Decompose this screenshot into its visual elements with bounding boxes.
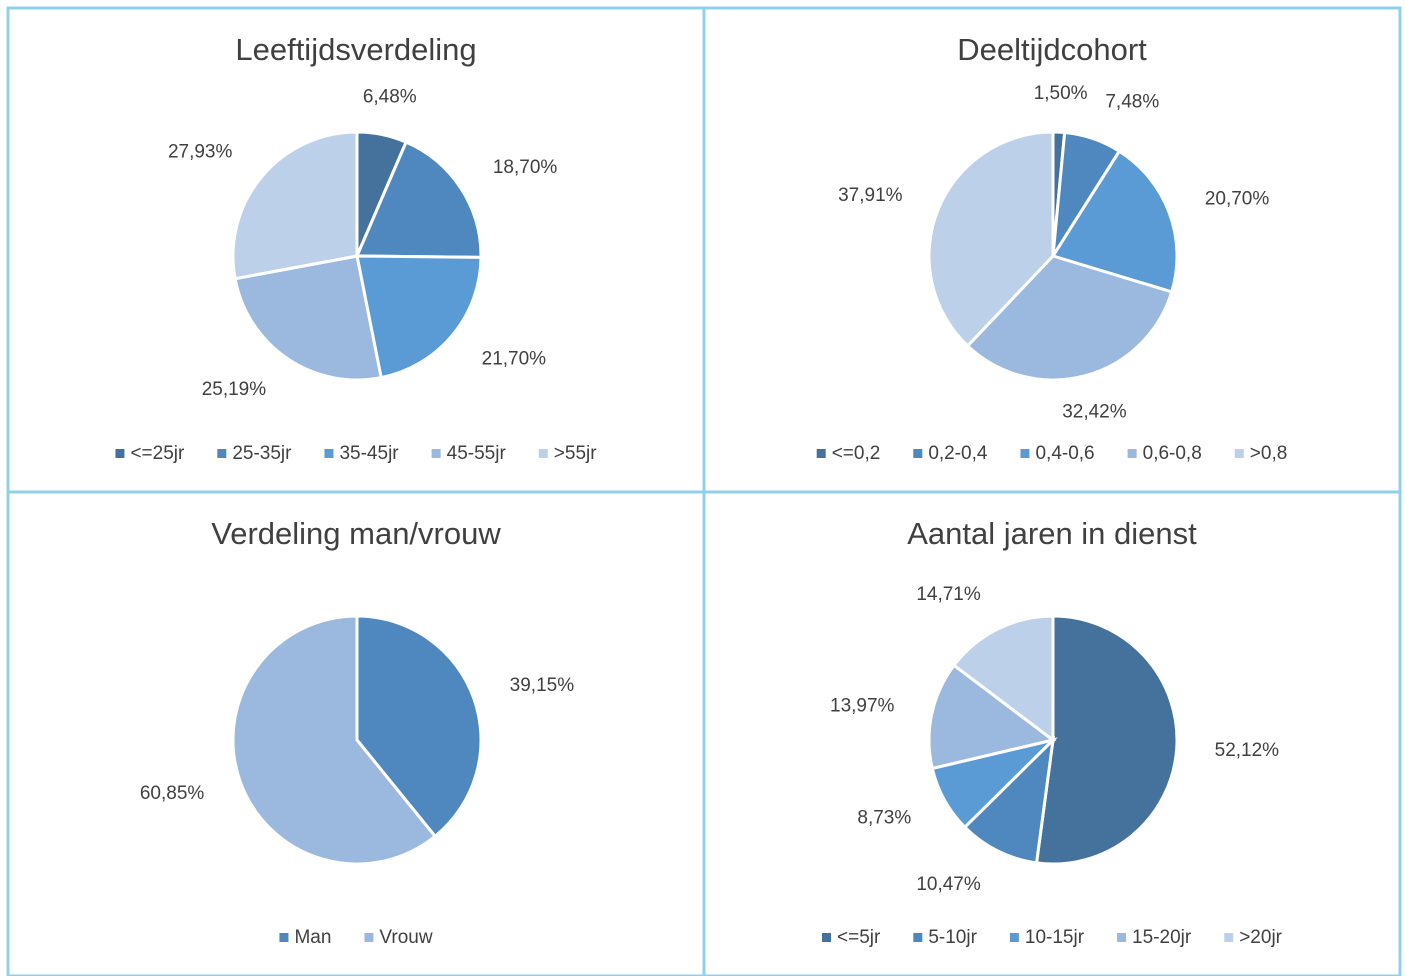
legend-label: 0,6-0,8 <box>1143 443 1202 464</box>
legend-swatch <box>913 933 923 942</box>
legend-label: 25-35jr <box>232 443 292 464</box>
pie-slice <box>951 614 1055 744</box>
legend-swatch <box>1234 449 1244 458</box>
legend: <=25jr 25-35jr 35-45jr 45-55jr >55jr <box>115 443 597 464</box>
legend-swatch <box>324 449 334 458</box>
legend-label: 35-45jr <box>339 443 399 464</box>
legend-label: 10-15jr <box>1025 927 1085 948</box>
legend-swatch <box>279 933 289 942</box>
data-label: 60,85% <box>140 783 205 804</box>
data-label: 7,48% <box>1105 92 1159 113</box>
legend: <=5jr 5-10jr 10-15jr 15-20jr >20jr <box>822 927 1283 948</box>
legend-label: >0,8 <box>1250 443 1288 464</box>
legend-label: 0,2-0,4 <box>928 443 988 464</box>
data-label: 14,71% <box>916 584 981 605</box>
legend-label: Vrouw <box>379 927 432 948</box>
legend-label: 45-55jr <box>447 443 507 464</box>
data-label: 18,70% <box>493 157 558 178</box>
pie-slice <box>355 614 483 839</box>
chart-title: Deeltijdcohort <box>957 32 1147 67</box>
data-label: 6,48% <box>363 86 417 107</box>
legend-swatch <box>364 933 374 942</box>
data-label: 20,70% <box>1205 188 1270 209</box>
data-label: 13,97% <box>830 696 895 717</box>
pie-slice <box>927 130 1055 349</box>
pie-slice <box>231 614 438 866</box>
chart-title: Aantal jaren in dienst <box>907 516 1197 551</box>
chart-title: Leeftijdsverdeling <box>235 32 476 67</box>
pie-slice <box>233 254 383 382</box>
data-label: 1,50% <box>1034 83 1088 104</box>
legend-swatch <box>1020 449 1030 458</box>
legend-label: >55jr <box>554 443 597 464</box>
pie-slice <box>927 663 1057 771</box>
chart: Leeftijdsverdeling 6,48% 18,70% 21,70% 25,19… <box>115 32 597 464</box>
data-label: 37,91% <box>838 185 903 206</box>
legend: Man Vrouw <box>279 927 433 948</box>
chart: Deeltijdcohort 1,50% 7,48% 20,70% 32,42% 37,9… <box>816 32 1288 464</box>
legend-swatch <box>115 449 125 458</box>
legend-swatch <box>1009 933 1019 942</box>
legend-label: 15-20jr <box>1132 927 1192 948</box>
legend-label: <=0,2 <box>832 443 881 464</box>
legend-swatch <box>1127 449 1137 458</box>
data-label: 25,19% <box>202 379 267 400</box>
legend-label: 5-10jr <box>928 927 977 948</box>
legend-label: >20jr <box>1239 927 1282 948</box>
pie-slice <box>962 735 1056 865</box>
data-label: 32,42% <box>1062 402 1127 423</box>
legend-swatch <box>816 449 826 458</box>
pie-slice <box>355 254 483 380</box>
pie-slice <box>354 140 483 259</box>
pie-slice <box>1034 614 1179 866</box>
legend-swatch <box>822 933 832 942</box>
legend-label: 0,4-0,6 <box>1035 443 1094 464</box>
legend-swatch <box>1117 933 1127 942</box>
legend-label: <=25jr <box>130 443 185 464</box>
legend-label: Man <box>294 927 331 948</box>
data-label: 8,73% <box>857 807 911 828</box>
chart-title: Verdeling man/vrouw <box>211 516 501 551</box>
chart: Aantal jaren in dienst 52,12% 10,47% 8,73% 1… <box>822 516 1283 948</box>
pie-slice <box>1050 149 1179 294</box>
data-label: 52,12% <box>1215 740 1280 761</box>
legend: <=0,2 0,2-0,4 0,4-0,6 0,6-0,8 >0,8 <box>816 443 1288 464</box>
legend-label: <=5jr <box>837 927 881 948</box>
legend-swatch <box>217 449 227 458</box>
data-label: 21,70% <box>482 349 547 370</box>
pie-slice <box>231 130 359 281</box>
legend-swatch <box>538 449 548 458</box>
legend-swatch <box>913 449 923 458</box>
data-label: 10,47% <box>916 874 981 895</box>
data-label: 27,93% <box>168 141 233 162</box>
legend-swatch <box>431 449 441 458</box>
data-label: 39,15% <box>510 675 575 696</box>
pie-slice <box>965 254 1174 382</box>
chart: Verdeling man/vrouw 39,15% 60,85% Man Vrouw <box>140 516 574 948</box>
legend-swatch <box>1224 933 1234 942</box>
